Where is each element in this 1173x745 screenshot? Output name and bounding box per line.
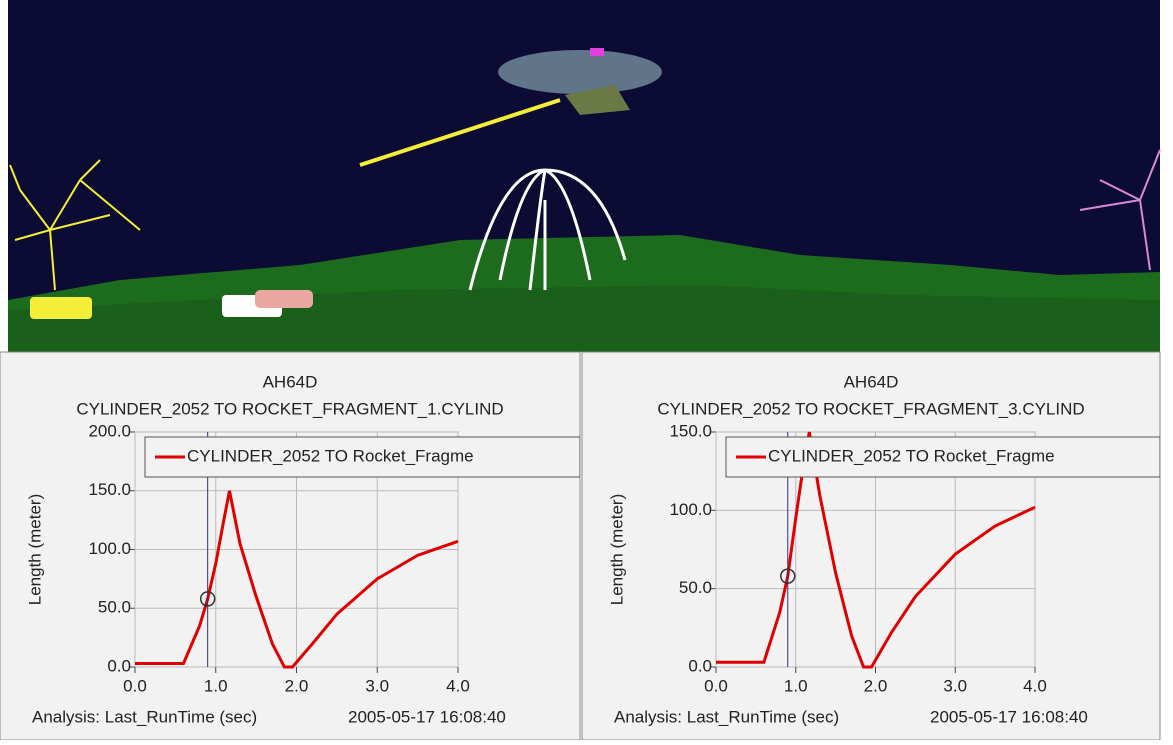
legend-label: CYLINDER_2052 TO Rocket_Fragme — [187, 446, 474, 465]
x-tick-label: 0.0 — [123, 676, 147, 695]
yellow-cow — [30, 297, 92, 319]
screen: AH64D CYLINDER_2052 TO ROCKET_FRAGMENT_1.… — [0, 0, 1173, 740]
chart-subtitle: CYLINDER_2052 TO ROCKET_FRAGMENT_3.CYLIN… — [657, 399, 1084, 418]
x-axis-label: Analysis: Last_RunTime (sec) — [614, 707, 839, 726]
y-tick-label: 100.0 — [669, 500, 712, 519]
x-tick-label: 2.0 — [864, 676, 888, 695]
x-tick-label: 1.0 — [204, 676, 228, 695]
y-tick-label: 0.0 — [107, 656, 131, 675]
x-tick-label: 4.0 — [1023, 676, 1047, 695]
x-tick-label: 4.0 — [446, 676, 470, 695]
legend-label: CYLINDER_2052 TO Rocket_Fragme — [768, 446, 1055, 465]
x-tick-label: 3.0 — [943, 676, 967, 695]
x-tick-label: 3.0 — [365, 676, 389, 695]
x-axis-label: Analysis: Last_RunTime (sec) — [32, 707, 257, 726]
y-tick-label: 0.0 — [688, 656, 712, 675]
x-tick-label: 1.0 — [784, 676, 808, 695]
timestamp: 2005-05-17 16:08:40 — [930, 707, 1088, 726]
chart-title: AH64D — [263, 372, 318, 391]
y-tick-label: 50.0 — [98, 598, 131, 617]
timestamp: 2005-05-17 16:08:40 — [348, 707, 506, 726]
y-tick-label: 150.0 — [88, 480, 131, 499]
y-tick-label: 100.0 — [88, 539, 131, 558]
y-tick-label: 200.0 — [88, 421, 131, 440]
chart-subtitle: CYLINDER_2052 TO ROCKET_FRAGMENT_1.CYLIN… — [76, 399, 503, 418]
y-axis-label: Length (meter) — [25, 494, 44, 606]
x-tick-label: 2.0 — [285, 676, 309, 695]
scene — [8, 0, 1160, 352]
rotor — [498, 50, 662, 94]
y-tick-label: 150.0 — [669, 421, 712, 440]
y-tick-label: 50.0 — [679, 578, 712, 597]
x-tick-label: 0.0 — [704, 676, 728, 695]
rotor-hub — [590, 48, 604, 56]
y-axis-label: Length (meter) — [607, 494, 626, 606]
pink-cow — [255, 290, 313, 308]
chart-title: AH64D — [844, 372, 899, 391]
